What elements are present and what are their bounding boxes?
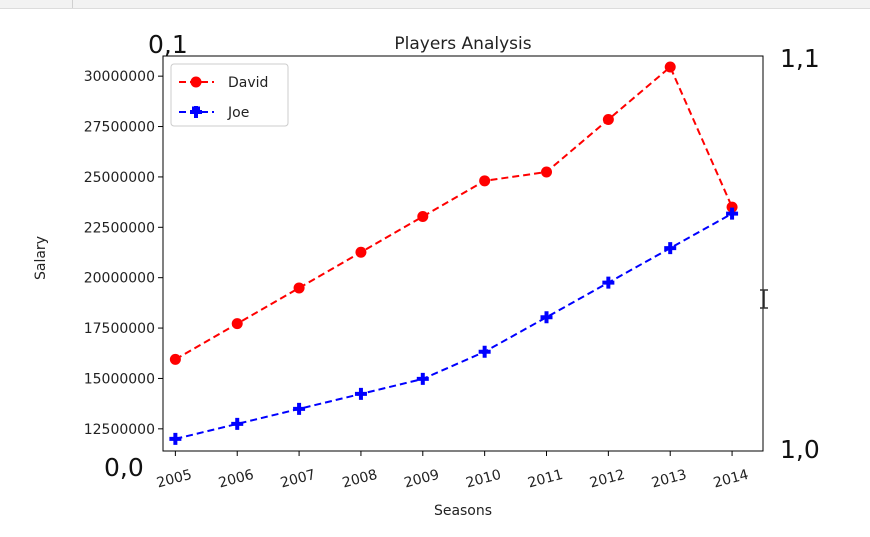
x-tick-label: 2010 bbox=[464, 467, 503, 492]
series-line-david bbox=[174, 65, 733, 361]
data-point-david bbox=[231, 318, 243, 330]
legend: David Joe bbox=[170, 63, 289, 127]
legend-marker-david bbox=[190, 76, 202, 88]
y-axis: 12500000 15000000 17500000 20000000 22500000… bbox=[84, 69, 163, 438]
data-point-david bbox=[602, 113, 614, 125]
y-axis-label: Salary bbox=[33, 236, 49, 280]
window-top-bar bbox=[0, 0, 870, 9]
data-point-joe bbox=[169, 432, 182, 445]
corner-label-bottom-right: 1,0 bbox=[780, 435, 820, 464]
y-tick-label: 27500000 bbox=[84, 120, 155, 136]
data-point-joe bbox=[231, 417, 244, 430]
y-tick-label: 25000000 bbox=[84, 170, 155, 186]
data-point-joe bbox=[293, 402, 306, 415]
data-point-joe bbox=[478, 345, 491, 358]
data-point-david bbox=[417, 211, 429, 223]
top-bar-divider bbox=[72, 0, 73, 8]
series-line-joe bbox=[175, 212, 733, 440]
data-point-david bbox=[293, 282, 305, 294]
y-tick-label: 12500000 bbox=[84, 422, 155, 438]
x-tick-label: 2008 bbox=[341, 467, 380, 492]
x-axis: 2005 2006 2007 2008 2009 2010 2011 2012 2013 2014 bbox=[155, 451, 750, 491]
corner-label-top-left: 0,1 bbox=[148, 30, 188, 59]
y-tick-label: 30000000 bbox=[84, 69, 155, 85]
data-point-david bbox=[726, 201, 738, 213]
data-point-joe bbox=[664, 242, 677, 255]
legend-label-david: David bbox=[228, 75, 268, 91]
data-point-david bbox=[169, 353, 181, 365]
data-point-david bbox=[664, 61, 676, 73]
y-tick-label: 20000000 bbox=[84, 271, 155, 287]
x-tick-label: 2005 bbox=[155, 467, 194, 492]
data-point-david bbox=[355, 246, 367, 258]
y-tick-label: 22500000 bbox=[84, 220, 155, 236]
chart-title: Players Analysis bbox=[394, 34, 531, 54]
x-tick-label: 2011 bbox=[526, 467, 565, 492]
data-point-joe bbox=[726, 207, 739, 220]
corner-label-top-right: 1,1 bbox=[780, 44, 820, 73]
data-point-joe bbox=[416, 372, 429, 385]
x-axis-label: Seasons bbox=[434, 503, 492, 519]
data-point-joe bbox=[540, 311, 553, 324]
x-tick-label: 2007 bbox=[279, 467, 318, 492]
x-tick-label: 2012 bbox=[588, 467, 627, 492]
x-tick-label: 2006 bbox=[217, 467, 256, 492]
y-tick-label: 17500000 bbox=[84, 321, 155, 337]
legend-marker-joe bbox=[190, 106, 202, 118]
data-point-david bbox=[541, 166, 553, 178]
data-point-joe bbox=[354, 387, 367, 400]
x-tick-label: 2009 bbox=[402, 467, 441, 492]
series-layer bbox=[169, 61, 739, 445]
corner-label-bottom-left: 0,0 bbox=[104, 453, 144, 482]
y-tick-label: 15000000 bbox=[84, 371, 155, 387]
x-tick-label: 2013 bbox=[650, 467, 689, 492]
x-tick-label: 2014 bbox=[712, 467, 751, 492]
text-cursor-icon bbox=[760, 289, 768, 309]
data-point-david bbox=[479, 175, 491, 187]
legend-label-joe: Joe bbox=[227, 105, 249, 121]
data-point-joe bbox=[602, 276, 615, 289]
